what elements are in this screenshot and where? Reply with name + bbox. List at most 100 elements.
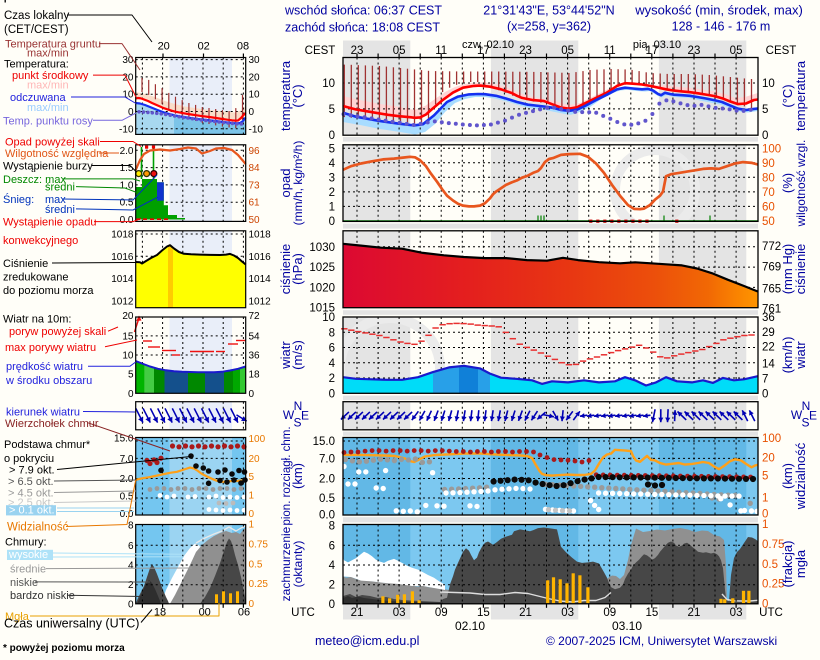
svg-text:02.10: 02.10 <box>455 619 485 633</box>
svg-text:(x=258, y=362): (x=258, y=362) <box>507 20 591 34</box>
svg-text:15: 15 <box>122 331 134 342</box>
svg-text:4: 4 <box>329 358 336 370</box>
svg-text:10: 10 <box>322 78 335 90</box>
svg-text:23: 23 <box>688 45 701 57</box>
svg-text:0: 0 <box>762 130 768 142</box>
svg-text:96: 96 <box>249 146 261 157</box>
svg-text:1018: 1018 <box>249 230 272 241</box>
svg-text:widzialność: widzialność <box>793 442 808 510</box>
svg-text:20: 20 <box>762 453 775 465</box>
svg-text:ciśnienie: ciśnienie <box>278 244 293 295</box>
svg-text:1030: 1030 <box>309 242 335 254</box>
svg-text:bardzo niskie: bardzo niskie <box>10 590 75 602</box>
svg-text:30: 30 <box>122 55 134 66</box>
svg-text:05: 05 <box>730 45 743 57</box>
svg-text:0.5: 0.5 <box>120 198 134 209</box>
svg-text:max porywy wiatru: max porywy wiatru <box>5 342 96 354</box>
svg-text:1.0: 1.0 <box>120 180 134 191</box>
svg-text:50: 50 <box>249 215 261 226</box>
svg-text:poryw powyżej skali: poryw powyżej skali <box>9 326 106 338</box>
svg-text:09: 09 <box>603 607 616 619</box>
svg-text:0: 0 <box>249 509 255 520</box>
svg-text:1012: 1012 <box>249 296 272 307</box>
svg-text:11: 11 <box>435 45 447 57</box>
svg-text:0.75: 0.75 <box>249 539 269 550</box>
svg-text:7.0: 7.0 <box>120 454 134 465</box>
svg-text:05: 05 <box>561 45 574 57</box>
svg-text:2: 2 <box>329 187 335 199</box>
svg-text:0.0: 0.0 <box>120 215 134 226</box>
svg-text:17: 17 <box>477 45 490 57</box>
svg-text:2.0: 2.0 <box>120 474 134 485</box>
svg-text:769: 769 <box>762 262 781 274</box>
svg-text:8: 8 <box>329 521 335 533</box>
svg-text:1: 1 <box>249 520 255 531</box>
svg-text:Widzialność: Widzialność <box>7 522 69 534</box>
svg-text:0.5: 0.5 <box>319 493 335 505</box>
svg-text:Podstawa chmur*: Podstawa chmur* <box>4 439 91 451</box>
svg-text:18: 18 <box>249 370 261 381</box>
svg-text:pion. rozciągł. chm.: pion. rozciągł. chm. <box>281 426 293 525</box>
svg-text:Wystąpienie opadu: Wystąpienie opadu <box>3 217 96 229</box>
svg-text:5: 5 <box>762 471 768 483</box>
svg-text:29: 29 <box>762 327 775 339</box>
svg-text:03.10: 03.10 <box>612 619 642 633</box>
svg-text:max: max <box>45 194 66 206</box>
svg-text:N: N <box>802 399 811 413</box>
svg-text:W: W <box>283 408 295 422</box>
svg-text:5: 5 <box>249 472 255 483</box>
svg-text:5: 5 <box>329 143 335 155</box>
svg-text:8: 8 <box>329 327 335 339</box>
svg-text:(mm Hg): (mm Hg) <box>780 244 795 295</box>
svg-text:zredukowane: zredukowane <box>3 272 68 284</box>
svg-text:0.25: 0.25 <box>762 579 784 591</box>
svg-text:100: 100 <box>249 434 266 445</box>
svg-text:niskie: niskie <box>10 577 38 589</box>
svg-text:11: 11 <box>604 45 616 57</box>
svg-text:90: 90 <box>762 158 775 170</box>
svg-text:4: 4 <box>128 561 134 572</box>
svg-text:03: 03 <box>561 607 574 619</box>
svg-text:Mgła: Mgła <box>5 611 30 623</box>
svg-text:CEST: CEST <box>305 45 336 57</box>
svg-text:W: W <box>791 408 803 422</box>
svg-text:zachmurzenie: zachmurzenie <box>279 526 293 601</box>
svg-text:10: 10 <box>762 78 775 90</box>
svg-text:0.5: 0.5 <box>120 492 134 503</box>
svg-text:761: 761 <box>762 304 781 316</box>
svg-text:Czas lokalny: Czas lokalny <box>4 10 69 22</box>
svg-text:61: 61 <box>249 198 261 209</box>
svg-text:1016: 1016 <box>111 252 134 263</box>
svg-text:(hPa): (hPa) <box>290 253 305 285</box>
svg-text:> 4.5 okt.: > 4.5 okt. <box>8 488 54 500</box>
svg-text:20: 20 <box>122 311 134 322</box>
svg-text:22: 22 <box>762 342 775 354</box>
svg-text:50: 50 <box>762 216 775 228</box>
svg-text:Wierzchołek chmur: Wierzchołek chmur <box>5 418 99 430</box>
svg-text:konwekcyjnego: konwekcyjnego <box>3 235 78 247</box>
svg-text:Deszcz: max: Deszcz: max <box>3 174 66 186</box>
svg-text:-10: -10 <box>119 124 134 135</box>
svg-text:pią, 03.10: pią, 03.10 <box>633 39 681 51</box>
svg-text:72: 72 <box>249 311 261 322</box>
svg-text:5: 5 <box>329 104 335 116</box>
svg-text:E: E <box>809 409 817 423</box>
svg-text:ciśnienie: ciśnienie <box>793 244 808 295</box>
svg-text:temperatura: temperatura <box>793 60 808 131</box>
svg-text:0: 0 <box>762 388 768 400</box>
svg-text:Wilgotność względna: Wilgotność względna <box>5 148 109 160</box>
svg-text:18: 18 <box>154 607 166 619</box>
svg-text:8: 8 <box>128 521 134 532</box>
svg-text:09: 09 <box>435 607 448 619</box>
svg-text:(km): (km) <box>780 463 795 489</box>
svg-text:> 6.5 okt.: > 6.5 okt. <box>8 476 54 488</box>
svg-text:14: 14 <box>762 359 775 371</box>
svg-text:zachód słońca: 18:08 CEST: zachód słońca: 18:08 CEST <box>285 21 440 35</box>
svg-text:S: S <box>801 416 809 430</box>
svg-text:10: 10 <box>249 90 261 101</box>
svg-text:(°C): (°C) <box>780 84 795 107</box>
svg-text:2.0: 2.0 <box>120 146 134 157</box>
svg-text:10: 10 <box>122 90 134 101</box>
svg-text:opad: opad <box>278 169 293 198</box>
svg-text:21: 21 <box>688 607 701 619</box>
